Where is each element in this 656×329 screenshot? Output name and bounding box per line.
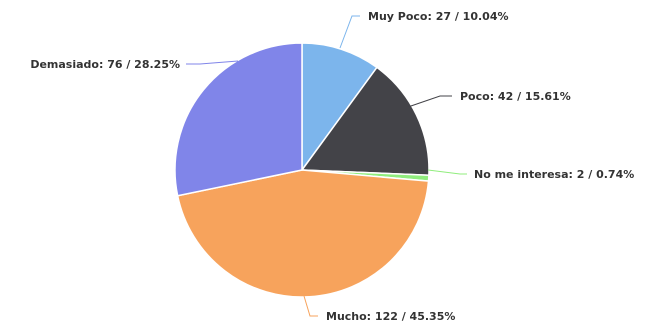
data-label-muy-poco: Muy Poco: 27 / 10.04% bbox=[368, 10, 509, 23]
pie-slices bbox=[174, 42, 430, 298]
data-label-demasiado: Demasiado: 76 / 28.25% bbox=[30, 58, 180, 71]
leader-line-poco bbox=[407, 95, 452, 108]
leader-line-demasiado bbox=[186, 60, 239, 65]
data-label-mucho: Mucho: 122 / 45.35% bbox=[326, 310, 455, 323]
pie-slice-mucho[interactable] bbox=[176, 169, 430, 298]
data-label-poco: Poco: 42 / 15.61% bbox=[460, 90, 571, 103]
pie-labels: Muy Poco: 27 / 10.04% Poco: 42 / 15.61% No… bbox=[30, 10, 634, 323]
leader-line-muy-poco bbox=[339, 15, 360, 49]
pie-slice-demasiado[interactable] bbox=[174, 42, 303, 197]
pie-slice-poco[interactable] bbox=[300, 66, 430, 176]
leader-line-no-me-interesa bbox=[427, 169, 467, 175]
data-label-no-me-interesa: No me interesa: 2 / 0.74% bbox=[474, 168, 634, 181]
leader-line-mucho bbox=[303, 295, 318, 317]
pie-slice-muy-poco[interactable] bbox=[301, 42, 378, 173]
pie-leader-lines bbox=[186, 15, 467, 317]
